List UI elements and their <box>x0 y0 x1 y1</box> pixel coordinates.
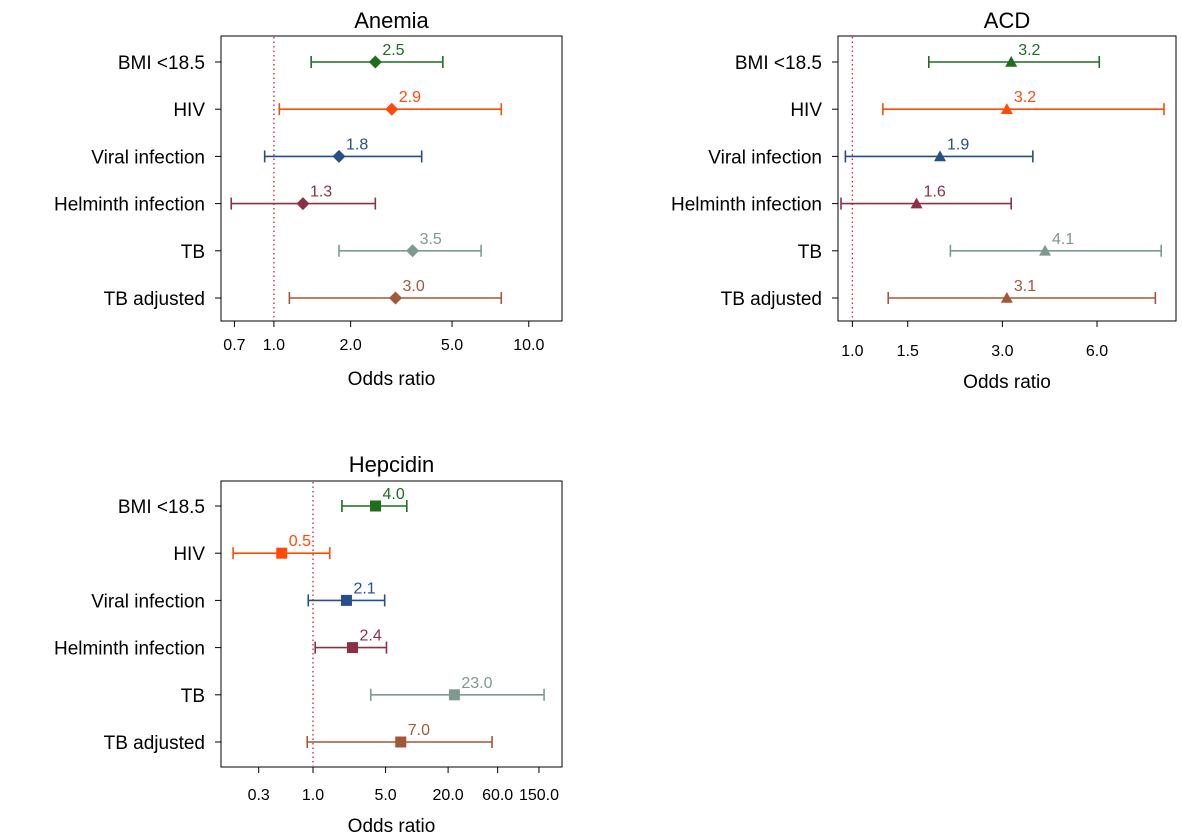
value-label: 2.4 <box>359 628 381 645</box>
x-axis-label: Odds ratio <box>348 816 436 834</box>
category-label: HIV <box>173 100 205 121</box>
value-label: 3.2 <box>1018 42 1040 59</box>
point-estimate-marker <box>1000 292 1013 303</box>
value-label: 4.0 <box>383 486 405 503</box>
value-label: 7.0 <box>408 722 430 739</box>
point-estimate-marker <box>910 197 923 209</box>
point-estimate-marker <box>1039 244 1052 256</box>
plot-frame <box>220 480 563 768</box>
point-estimate-marker <box>389 291 403 305</box>
value-label: 3.1 <box>1014 278 1036 295</box>
point-estimate-marker <box>448 689 460 701</box>
category-label: HIV <box>790 100 822 121</box>
value-label: 2.1 <box>353 580 375 597</box>
value-label: 3.2 <box>1014 89 1036 106</box>
chart-title: ACD <box>984 8 1030 33</box>
point-estimate-marker <box>395 736 407 748</box>
category-label: TB adjusted <box>721 289 822 310</box>
value-label: 2.9 <box>399 89 421 106</box>
x-tick-label: 0.7 <box>223 337 245 354</box>
value-label: 1.3 <box>310 184 332 201</box>
x-tick-label: 2.0 <box>340 337 362 354</box>
category-label: TB <box>181 242 205 263</box>
chart-panel-anemia: Anemia 0.7 1.0 2.0 5.0 10.0 Odds ratio BMI <18.… <box>54 8 563 390</box>
value-label: 3.0 <box>403 278 425 295</box>
point-estimate-marker <box>332 149 346 163</box>
x-tick-label: 60.0 <box>482 787 513 804</box>
x-tick-label: 10.0 <box>513 337 544 354</box>
x-tick-label: 5.0 <box>441 337 463 354</box>
value-label: 2.5 <box>382 42 404 59</box>
value-label: 0.5 <box>289 533 311 550</box>
value-label: 1.8 <box>346 136 368 153</box>
x-tick-label: 1.0 <box>263 337 285 354</box>
point-estimate-marker <box>346 642 358 654</box>
value-label: 4.1 <box>1052 231 1074 248</box>
point-estimate-marker <box>296 197 310 211</box>
x-tick-label: 3.0 <box>991 343 1013 360</box>
point-estimate-marker <box>368 55 382 69</box>
category-label: Viral infection <box>708 147 822 168</box>
x-tick-label: 20.0 <box>433 787 464 804</box>
category-label: BMI <18.5 <box>118 497 205 518</box>
category-label: Viral infection <box>91 591 205 612</box>
category-label: BMI <18.5 <box>118 53 205 74</box>
category-label: Viral infection <box>91 147 205 168</box>
x-axis-label: Odds ratio <box>963 372 1051 393</box>
point-estimate-marker <box>276 547 288 559</box>
value-label: 1.6 <box>924 184 946 201</box>
point-estimate-marker <box>370 500 382 512</box>
point-estimate-marker <box>934 150 947 162</box>
x-tick-label: 0.3 <box>248 787 270 804</box>
plot-frame <box>220 35 563 322</box>
category-label: TB <box>181 686 205 707</box>
x-tick-label: 5.0 <box>374 787 396 804</box>
category-label: Helminth infection <box>54 195 205 216</box>
value-label: 1.9 <box>947 136 969 153</box>
category-label: BMI <18.5 <box>735 53 822 74</box>
x-tick-label: 150.0 <box>519 787 559 804</box>
chart-title: Anemia <box>354 8 429 33</box>
plot-frame <box>837 35 1177 322</box>
point-estimate-marker <box>406 244 420 258</box>
x-tick-label: 1.0 <box>841 343 863 360</box>
x-tick-label: 6.0 <box>1086 343 1108 360</box>
category-label: TB adjusted <box>104 733 205 754</box>
chart-title: Hepcidin <box>349 452 435 477</box>
point-estimate-marker <box>385 102 399 116</box>
point-estimate-marker <box>340 594 352 606</box>
category-label: TB <box>798 242 822 263</box>
category-label: HIV <box>173 544 205 565</box>
chart-panel-hepcidin: Hepcidin 0.3 1.0 5.0 20.0 60.0 150.0 Odds ratio… <box>54 452 563 834</box>
x-tick-label: 1.5 <box>897 343 919 360</box>
point-estimate-marker <box>1000 103 1013 114</box>
x-tick-label: 1.0 <box>302 787 324 804</box>
category-label: TB adjusted <box>104 289 205 310</box>
x-axis-label: Odds ratio <box>348 369 436 390</box>
chart-panel-acd: ACD 1.0 1.5 3.0 6.0 Odds ratio BMI <18.5 3.2 HIV… <box>671 8 1177 393</box>
point-estimate-marker <box>1005 56 1018 67</box>
category-label: Helminth infection <box>671 195 822 216</box>
category-label: Helminth infection <box>54 639 205 660</box>
value-label: 23.0 <box>461 675 492 692</box>
value-label: 3.5 <box>420 231 442 248</box>
